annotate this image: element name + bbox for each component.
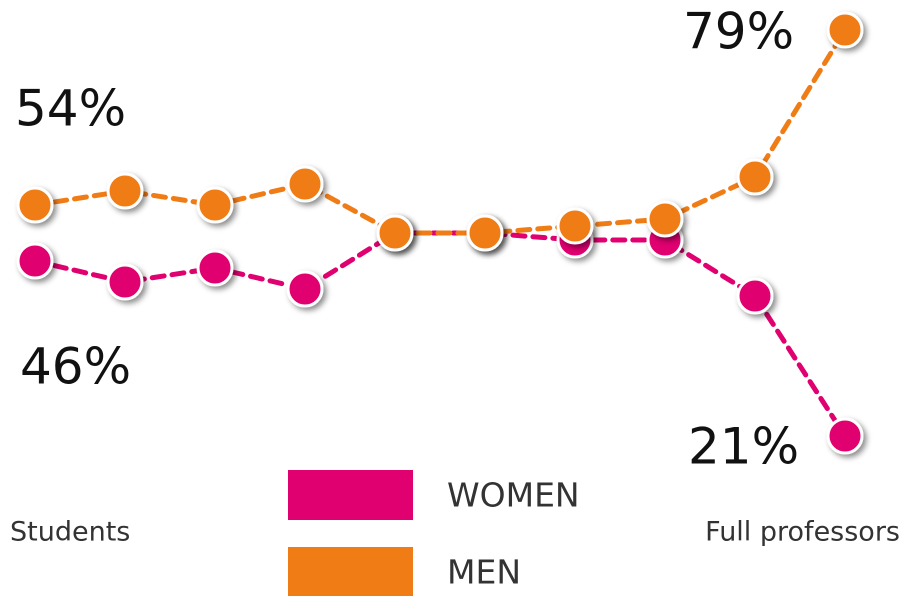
data-point bbox=[196, 186, 234, 224]
data-point bbox=[16, 242, 54, 280]
data-point bbox=[466, 214, 504, 252]
annotation: 21% bbox=[688, 418, 799, 476]
x-tick-label: Students bbox=[10, 517, 130, 548]
series-line bbox=[32, 27, 848, 236]
data-point bbox=[646, 200, 684, 238]
data-point bbox=[106, 172, 144, 210]
data-point bbox=[16, 186, 54, 224]
legend-label: WOMEN bbox=[447, 476, 580, 515]
data-point bbox=[376, 214, 414, 252]
data-point bbox=[736, 158, 774, 196]
x-tick-label: Full professors bbox=[705, 517, 900, 548]
legend-swatch bbox=[288, 547, 413, 596]
legend-swatch bbox=[288, 470, 413, 520]
data-point bbox=[106, 263, 144, 301]
series-line bbox=[32, 230, 848, 439]
data-point bbox=[286, 165, 324, 203]
annotation: 46% bbox=[20, 338, 131, 396]
data-point bbox=[826, 11, 864, 49]
annotation: 54% bbox=[15, 80, 126, 138]
data-point bbox=[556, 207, 594, 245]
annotation: 79% bbox=[683, 3, 794, 61]
data-point bbox=[286, 270, 324, 308]
data-point bbox=[196, 249, 234, 287]
data-point bbox=[736, 277, 774, 315]
legend-label: MEN bbox=[447, 553, 521, 592]
data-point bbox=[826, 417, 864, 455]
